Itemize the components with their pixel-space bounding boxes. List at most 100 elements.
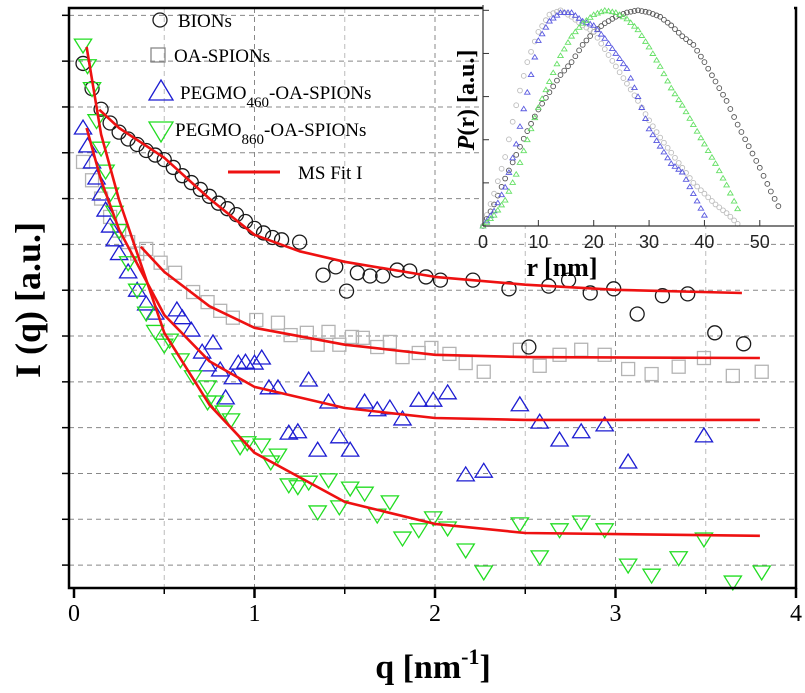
data-point-circle — [582, 285, 598, 301]
data-point-circle — [539, 100, 545, 107]
data-point-triangle-up — [545, 17, 553, 24]
data-point-triangle-up — [730, 197, 738, 204]
data-point-circle — [513, 102, 520, 109]
legend-item-bions: BIONs — [152, 11, 232, 32]
data-point-triangle-up — [235, 353, 256, 369]
data-point-circle — [362, 268, 378, 284]
data-point-circle — [649, 11, 656, 17]
data-point-circle — [649, 123, 656, 130]
data-point-circle — [487, 201, 494, 207]
data-point-triangle-up — [693, 127, 701, 134]
data-point-triangle-up — [623, 65, 631, 71]
data-point-circle — [375, 268, 391, 284]
legend-item-pegmo860: PEGMO860-OA-SPIONs — [147, 120, 366, 148]
data-point-circle — [629, 306, 645, 322]
data-point-triangle-up — [697, 204, 705, 211]
data-point-triangle-up — [568, 9, 576, 15]
data-point-triangle-up — [505, 187, 513, 194]
data-point-triangle-up — [437, 383, 458, 400]
inset-chart: 0 10 20 30 40 50 r [nm] P(r) [a.u.] — [454, 5, 794, 282]
data-point-square — [754, 364, 769, 379]
data-point-circle — [506, 136, 512, 143]
inset-x-tick-label: 30 — [639, 232, 659, 252]
data-point-circle — [273, 232, 290, 248]
data-point-triangle-up — [627, 19, 635, 25]
data-point-circle — [690, 41, 697, 48]
data-point-triangle-down — [354, 486, 375, 503]
inset-x-tick-label: 0 — [478, 232, 488, 252]
data-point-triangle-up — [527, 71, 535, 78]
data-point-triangle-up — [656, 63, 664, 69]
data-point-triangle-up — [95, 200, 116, 217]
data-point-triangle-up — [638, 104, 646, 110]
data-point-circle — [594, 34, 601, 41]
data-point-circle — [546, 89, 553, 96]
data-point-circle — [694, 183, 700, 190]
data-point-square — [671, 359, 686, 374]
data-point-triangle-down — [618, 558, 638, 575]
data-point-triangle-down — [73, 38, 93, 55]
data-point-triangle-up — [653, 56, 661, 63]
data-point-triangle-up — [244, 353, 265, 370]
data-point-triangle-up — [564, 9, 572, 15]
x-tick-label: 0 — [68, 601, 80, 627]
data-point-triangle-up — [486, 215, 495, 222]
data-point-triangle-up — [697, 134, 705, 141]
data-point-triangle-up — [498, 191, 506, 198]
data-point-circle — [738, 129, 745, 135]
data-point-triangle-up — [534, 104, 542, 110]
data-point-triangle-up — [682, 108, 690, 115]
data-point-circle — [521, 339, 537, 355]
data-point-circle — [315, 267, 331, 283]
data-point-circle — [723, 98, 730, 104]
data-point-triangle-up — [268, 378, 288, 395]
data-point-circle — [720, 207, 726, 214]
data-point-square — [552, 347, 567, 362]
data-point-circle — [517, 143, 523, 150]
data-point-circle — [539, 23, 545, 29]
legend-label: PEGMO860-OA-SPIONs — [175, 120, 366, 148]
data-point-circle — [528, 48, 534, 55]
data-point-square — [532, 358, 547, 373]
inset-x-tick-label: 40 — [694, 232, 714, 252]
data-point-triangle-up — [649, 131, 657, 138]
data-point-triangle-down — [641, 568, 662, 585]
data-point-circle — [550, 83, 557, 90]
data-point-circle — [509, 118, 516, 125]
data-point-triangle-up — [501, 196, 509, 203]
data-point-triangle-up — [549, 430, 570, 447]
data-point-triangle-up — [579, 19, 587, 26]
data-point-circle — [631, 8, 638, 14]
data-point-triangle-up — [501, 183, 509, 190]
data-point-triangle-down — [329, 500, 350, 517]
data-point-triangle-up — [571, 422, 591, 439]
data-point-circle — [690, 180, 697, 186]
fit-line — [98, 108, 742, 295]
data-point-circle — [646, 9, 652, 16]
data-point-triangle-up — [509, 179, 517, 185]
data-point-circle — [657, 134, 663, 141]
data-point-triangle-up — [638, 32, 646, 38]
data-point-square — [185, 284, 201, 300]
data-point-triangle-up — [509, 154, 517, 161]
data-point-circle — [675, 29, 682, 36]
data-point-triangle-up — [172, 308, 193, 325]
data-point-circle — [720, 91, 726, 98]
data-point-triangle-up — [634, 26, 642, 33]
data-point-circle — [745, 143, 752, 150]
data-point-triangle-up — [667, 84, 675, 91]
data-point-triangle-down — [204, 395, 225, 412]
data-point-circle — [723, 210, 730, 216]
data-point-circle — [554, 77, 560, 84]
data-point-circle — [102, 115, 118, 131]
data-point-triangle-up — [553, 60, 561, 67]
data-point-square — [310, 337, 325, 352]
data-point-triangle-up — [571, 12, 579, 18]
data-point-triangle-up — [531, 114, 539, 121]
data-point-triangle-down — [237, 436, 258, 452]
inset-y-axis-label: P(r) [a.u.] — [454, 50, 480, 152]
data-point-circle — [664, 19, 671, 26]
data-point-square — [382, 334, 398, 350]
inset-data-points — [479, 6, 782, 229]
